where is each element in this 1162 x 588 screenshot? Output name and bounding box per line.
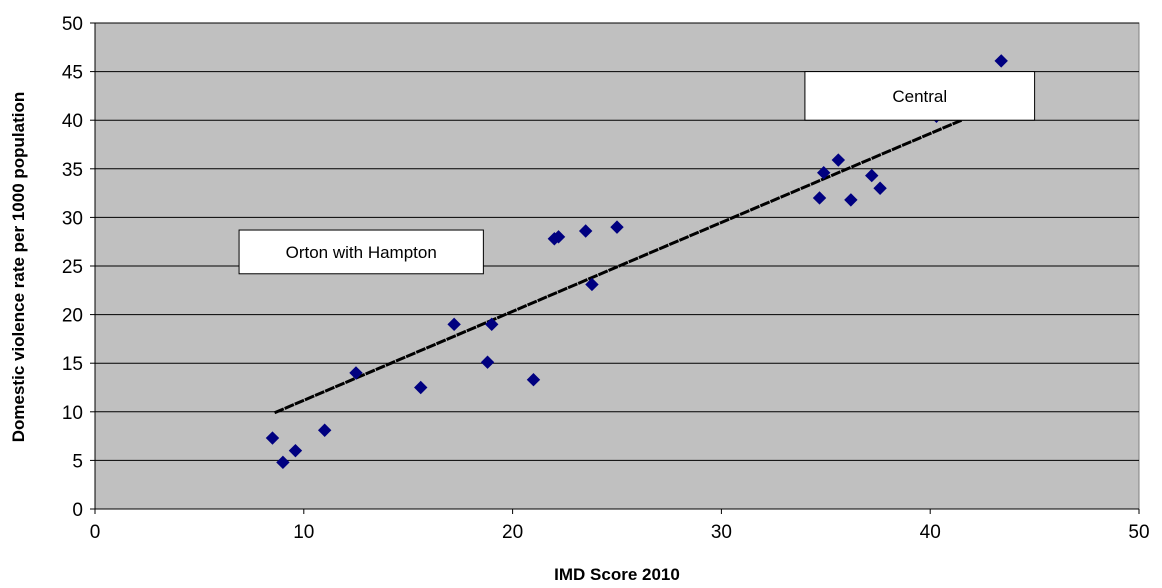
annotation-label: Central [892,87,947,106]
data-point [276,455,290,470]
gridlines [90,22,1139,514]
y-tick-label: 35 [62,160,83,181]
x-tick-label: 10 [293,522,314,543]
y-tick-label: 15 [62,354,83,375]
data-point [485,317,499,332]
y-tick-label: 50 [62,14,83,35]
y-tick-label: 10 [62,403,83,424]
data-point [265,431,280,445]
y-tick-label: 40 [62,111,83,132]
annotation-label: Orton with Hampton [286,243,437,262]
data-point [994,54,1008,68]
x-tick-label: 0 [90,522,101,543]
y-tick-label: 45 [62,63,83,84]
data-point [578,224,593,238]
y-tick-label: 20 [62,306,83,327]
data-point [551,230,566,244]
data-point [288,443,303,458]
data-point [817,165,831,180]
data-point [873,181,887,195]
y-tick-label: 0 [72,500,83,521]
y-tick-label: 30 [62,208,83,229]
data-point [844,193,858,207]
x-axis-title: IMD Score 2010 [554,565,680,584]
data-point [447,317,461,332]
x-tick-label: 20 [502,522,523,543]
data-point [831,153,846,167]
x-tick-label: 50 [1128,522,1149,543]
annotation-boxes: Central Orton with Hampton [238,71,1036,275]
y-tick-labels: 0 5 10 15 20 25 30 35 40 45 50 [62,14,95,521]
annotation-box [804,71,1036,121]
trendline [273,118,963,415]
data-point [812,191,827,205]
data-point [585,277,599,292]
data-point [865,168,879,183]
x-tick-labels: 0 10 20 30 40 50 [90,509,1150,543]
y-axis-title: Domestic violence rate per 1000 populati… [9,92,28,443]
data-point [317,423,332,437]
data-point [349,366,363,380]
trendline-group [273,118,963,415]
x-tick-label: 40 [920,522,941,543]
y-tick-label: 5 [72,451,83,472]
x-tick-label: 30 [711,522,732,543]
annotation-box [238,229,484,275]
data-point [610,220,624,234]
data-point [480,355,495,369]
data-point [414,380,428,395]
y-tick-label: 25 [62,257,83,278]
data-point [526,373,541,387]
